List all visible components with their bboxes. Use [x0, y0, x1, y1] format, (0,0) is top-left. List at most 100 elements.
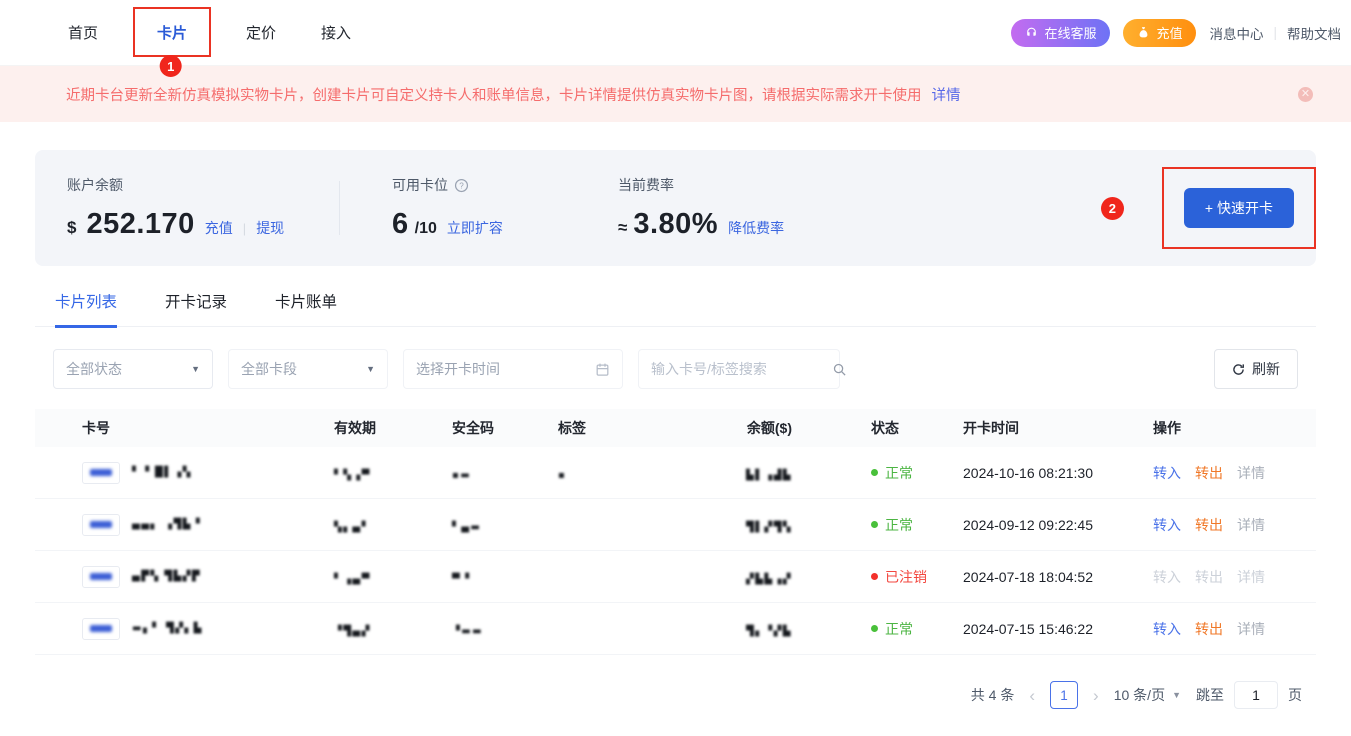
- status-badge: 正常: [800, 463, 955, 483]
- chevron-down-icon: ▼: [191, 364, 200, 374]
- expiry-redacted: ▘▗▄▀: [334, 573, 371, 585]
- nav-item-home[interactable]: 首页: [68, 25, 99, 42]
- total-count: 共 4 条: [970, 687, 1015, 703]
- table-header: 卡号 有效期 安全码 标签 余额($) 状态 开卡时间 操作: [35, 409, 1316, 447]
- transfer-in-link[interactable]: 转入: [1153, 516, 1181, 533]
- transfer-out-link[interactable]: 转出: [1195, 620, 1223, 637]
- cards-table: 卡号 有效期 安全码 标签 余额($) 状态 开卡时间 操作 ▘▝ █▌▗▚ ▘…: [35, 409, 1316, 655]
- header-tag: 标签: [558, 420, 586, 436]
- page-size-select[interactable]: 10 条/页 ▼: [1114, 685, 1181, 705]
- expiry-redacted: ▘▚▗▀: [334, 469, 371, 481]
- next-page-icon[interactable]: ›: [1093, 685, 1099, 705]
- meta-divider: |: [1273, 25, 1277, 40]
- chevron-down-icon: ▼: [366, 364, 375, 374]
- jump-page-input[interactable]: [1234, 681, 1278, 709]
- tab-card-list[interactable]: 卡片列表: [55, 290, 118, 328]
- cvv-redacted: ▀▝: [452, 573, 471, 585]
- card-number-redacted: ▬▖▘ ▜▞▖▙: [132, 623, 203, 634]
- balance-recharge-link[interactable]: 充值: [204, 220, 233, 236]
- transfer-in-link[interactable]: 转入: [1153, 464, 1181, 481]
- question-icon[interactable]: ?: [454, 178, 469, 193]
- top-navbar: 首页 卡片 1 定价 接入 在线客服 充值 消息中心 | 帮助文档: [0, 0, 1351, 77]
- tag-redacted: ▪: [558, 469, 567, 481]
- transfer-out-link[interactable]: 转出: [1195, 464, 1223, 481]
- balance-withdraw-link[interactable]: 提现: [256, 220, 285, 236]
- table-row: ▄▄▖ ▗▜▙▝ ▚▖▄▘ ▘▄▬ ▜▌▞▜▚ 正常 2024-09-12 09…: [35, 499, 1316, 551]
- open-time: 2024-07-15 15:46:22: [963, 620, 1093, 637]
- status-filter-value: 全部状态: [66, 361, 122, 377]
- transfer-out-link[interactable]: 转出: [1195, 516, 1223, 533]
- date-picker-placeholder: 选择开卡时间: [416, 361, 500, 377]
- prev-page-icon[interactable]: ‹: [1029, 685, 1036, 705]
- row-actions: 转入 转出 详情: [1145, 463, 1316, 483]
- expand-slots-link[interactable]: 立即扩容: [446, 220, 503, 236]
- table-row: ▄▛▚ ▜▙▞▛ ▘▗▄▀ ▀▝ ▞▙▙▗▞ 已注销 2024-07-18 18…: [35, 551, 1316, 603]
- card-number-redacted: ▄▄▖ ▗▜▙▝: [132, 519, 202, 530]
- detail-link[interactable]: 详情: [1237, 568, 1265, 585]
- headset-icon: [1025, 26, 1038, 39]
- online-service-button[interactable]: 在线客服: [1011, 18, 1111, 47]
- nav-item-pricing[interactable]: 定价: [246, 25, 277, 42]
- transfer-in-link[interactable]: 转入: [1153, 620, 1181, 637]
- status-badge: 已注销: [800, 567, 955, 587]
- pagination: 共 4 条 ‹ 1 › 10 条/页 ▼ 跳至 页: [35, 681, 1316, 709]
- slots-total-value: /10: [414, 220, 437, 237]
- detail-link[interactable]: 详情: [1237, 464, 1265, 481]
- card-number-redacted: ▘▝ █▌▗▚: [132, 467, 192, 478]
- expiry-redacted: ▚▖▄▘: [334, 521, 371, 533]
- bin-filter-select[interactable]: 全部卡段 ▼: [228, 349, 388, 389]
- nav-item-access[interactable]: 接入: [321, 25, 352, 42]
- detail-link[interactable]: 详情: [1237, 620, 1265, 637]
- online-service-label: 在线客服: [1044, 26, 1097, 41]
- tab-card-bills[interactable]: 卡片账单: [275, 294, 338, 311]
- help-docs-link[interactable]: 帮助文档: [1287, 26, 1341, 42]
- card-number-redacted: ▄▛▚ ▜▙▞▛: [132, 571, 202, 582]
- status-dot-icon: [871, 625, 878, 632]
- calendar-icon: [595, 362, 610, 377]
- row-actions: 转入 转出 详情: [1145, 515, 1316, 535]
- balance-redacted: ▙▌▗▟▙: [746, 469, 792, 481]
- rate-stat: 当前费率 ≈ 3.80% 降低费率: [618, 175, 1101, 241]
- reduce-rate-link[interactable]: 降低费率: [728, 220, 785, 236]
- refresh-label: 刷新: [1252, 361, 1280, 377]
- cvv-redacted: ▘▄▬: [452, 521, 482, 533]
- message-center-link[interactable]: 消息中心: [1209, 26, 1264, 42]
- card-search-box: [638, 349, 846, 389]
- tab-open-records[interactable]: 开卡记录: [165, 294, 228, 311]
- nav-right: 在线客服 充值 消息中心 | 帮助文档: [1011, 18, 1341, 47]
- page-size-value: 10 条/页: [1113, 687, 1166, 703]
- status-filter-select[interactable]: 全部状态 ▼: [53, 349, 213, 389]
- recharge-button[interactable]: 充值: [1123, 18, 1197, 47]
- nav-menu: 首页 卡片 1 定价 接入: [68, 7, 352, 77]
- header-status: 状态: [871, 420, 899, 436]
- card-search-input[interactable]: [651, 361, 832, 377]
- quick-open-card-button[interactable]: + 快速开卡: [1183, 188, 1294, 228]
- row-actions: 转入 转出 详情: [1145, 567, 1316, 587]
- balance-redacted: ▞▙▙▗▞: [746, 573, 792, 585]
- transfer-in-link-disabled: 转入: [1153, 568, 1181, 585]
- notice-text: 近期卡台更新全新仿真模拟实物卡片，创建卡片可自定义持卡人和账单信息，卡片详情提供…: [66, 87, 922, 104]
- refresh-button[interactable]: 刷新: [1214, 349, 1298, 389]
- open-time: 2024-09-12 09:22:45: [963, 516, 1093, 533]
- nav-item-cards[interactable]: 卡片 1: [133, 7, 212, 77]
- transfer-out-link-disabled: 转出: [1195, 568, 1223, 585]
- stats-divider: [339, 181, 340, 235]
- notice-detail-link[interactable]: 详情: [931, 87, 961, 104]
- nav-item-cards-label: 卡片: [157, 25, 188, 42]
- status-text: 正常: [885, 516, 913, 533]
- search-icon[interactable]: [832, 362, 847, 377]
- detail-link[interactable]: 详情: [1237, 516, 1265, 533]
- card-tabs: 卡片列表 开卡记录 卡片账单: [35, 290, 1316, 328]
- balance-redacted: ▜▖▝▞▙: [746, 625, 792, 637]
- status-text: 正常: [885, 620, 913, 637]
- close-icon[interactable]: ✕: [1298, 86, 1313, 102]
- page-number-button[interactable]: 1: [1050, 681, 1079, 709]
- rate-approx-sign: ≈: [618, 218, 628, 237]
- header-expiry: 有效期: [334, 420, 376, 436]
- open-date-picker[interactable]: 选择开卡时间: [403, 349, 623, 389]
- annotation-badge-1: 1: [159, 55, 182, 77]
- row-actions: 转入 转出 详情: [1145, 619, 1316, 639]
- header-card-number: 卡号: [82, 420, 110, 436]
- card-brand-icon: [82, 461, 120, 484]
- card-brand-icon: [82, 565, 120, 588]
